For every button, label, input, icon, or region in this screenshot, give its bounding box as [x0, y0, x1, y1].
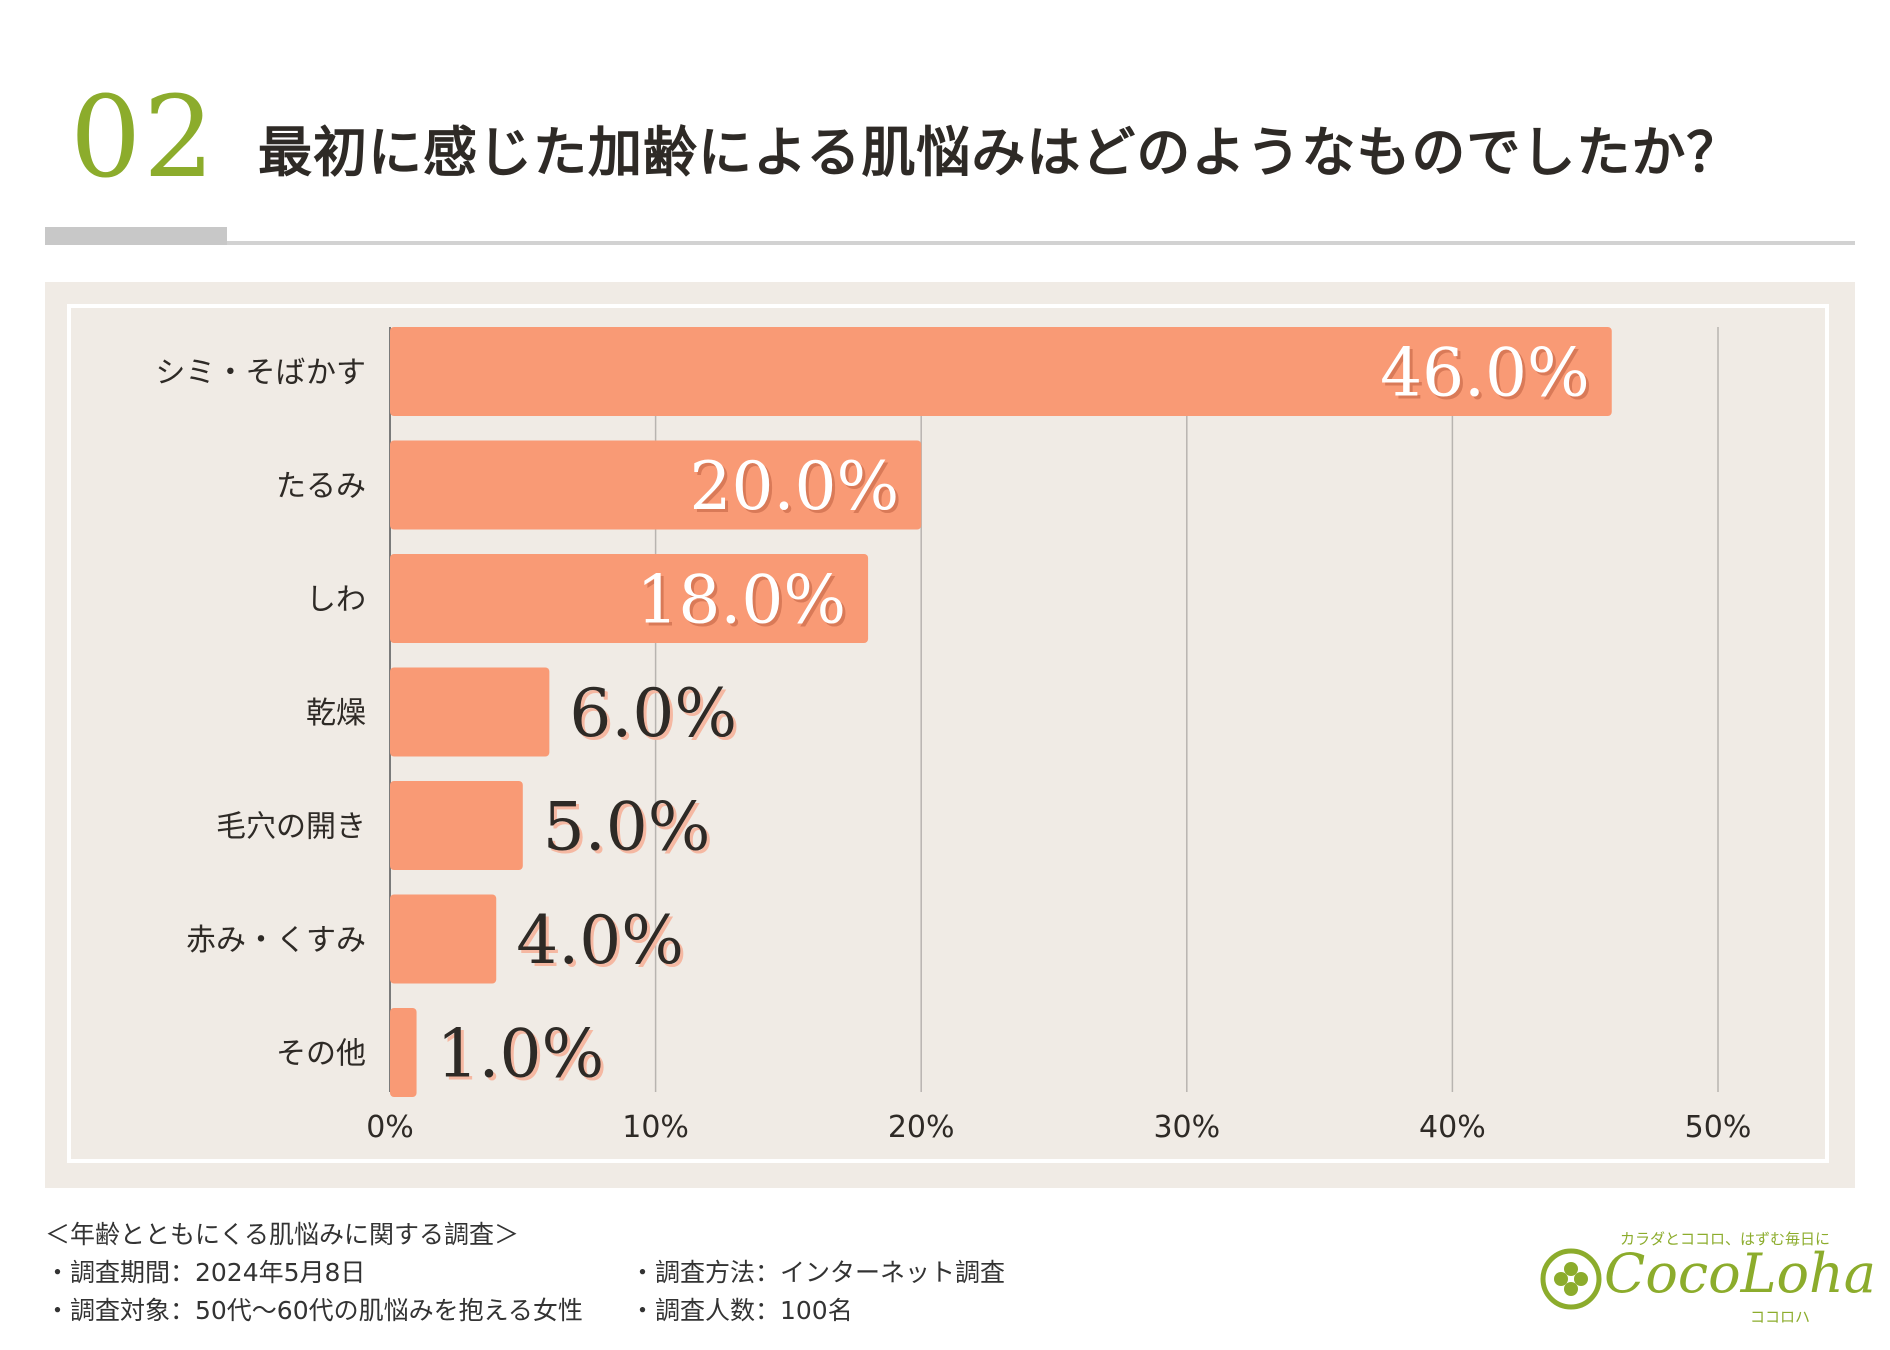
- bar: [390, 781, 523, 870]
- value-label-shadow: 46.0%: [1383, 338, 1593, 415]
- bar: [390, 327, 1612, 416]
- logo-tagline: カラダとココロ、はずむ毎日に: [1620, 1230, 1831, 1248]
- survey-info-right: ・調査方法：インターネット調査 ・調査人数：100名: [630, 1254, 1005, 1330]
- value-label-shadow: 5.0%: [546, 792, 714, 869]
- category-label: しわ: [306, 583, 366, 618]
- logo-wordmark: CocoLoha: [1604, 1242, 1876, 1305]
- survey-count: ・調査人数：100名: [630, 1296, 853, 1325]
- x-tick-label: 10%: [622, 1110, 689, 1145]
- value-label: 5.0%: [543, 789, 711, 866]
- x-tick-label: 50%: [1685, 1110, 1752, 1145]
- chart-panel: [45, 282, 1855, 1188]
- category-label: 赤み・くすみ: [186, 923, 366, 958]
- x-tick-label: 30%: [1153, 1110, 1220, 1145]
- category-label: たるみ: [276, 469, 366, 504]
- header-divider: [45, 241, 1855, 245]
- question-number: 02: [70, 73, 217, 203]
- value-label-shadow: 18.0%: [639, 565, 849, 642]
- survey-period: ・調査期間：2024年5月8日: [45, 1258, 366, 1287]
- x-tick-label: 40%: [1419, 1110, 1486, 1145]
- value-label: 18.0%: [636, 562, 846, 639]
- x-tick-label: 20%: [888, 1110, 955, 1145]
- survey-method: ・調査方法：インターネット調査: [630, 1258, 1006, 1287]
- bar: [390, 554, 869, 643]
- category-label: その他: [276, 1037, 366, 1072]
- value-label: 46.0%: [1380, 335, 1590, 412]
- value-label-shadow: 4.0%: [519, 905, 687, 982]
- value-label-shadow: 1.0%: [440, 1019, 608, 1096]
- value-label: 1.0%: [437, 1016, 605, 1093]
- x-tick-label: 0%: [366, 1110, 414, 1145]
- value-label: 4.0%: [516, 902, 684, 979]
- value-label: 20.0%: [690, 448, 900, 525]
- logo-kana: ココロハ: [1750, 1308, 1811, 1326]
- clover-icon: [1540, 1248, 1602, 1310]
- value-label-shadow: 20.0%: [693, 451, 903, 528]
- survey-target: ・調査対象：50代〜60代の肌悩みを抱える女性: [45, 1296, 583, 1325]
- chart-frame: [67, 304, 1829, 1163]
- bar: [390, 894, 497, 984]
- question-title: 最初に感じた加齢による肌悩みはどのようなものでしたか？: [258, 121, 1742, 184]
- value-label: 6.0%: [569, 675, 737, 752]
- brand-logo: カラダとココロ、はずむ毎日に CocoLoha ココロハ: [1540, 1228, 1876, 1328]
- value-label-shadow: 6.0%: [572, 678, 740, 755]
- category-label: 乾燥: [306, 696, 366, 731]
- survey-info: ＜年齢とともにくる肌悩みに関する調査＞ ・調査期間：2024年5月8日 ・調査対…: [45, 1216, 583, 1330]
- bar: [390, 667, 550, 757]
- bar: [390, 440, 922, 530]
- header-divider-accent: [45, 227, 227, 245]
- category-label: シミ・そばかす: [155, 356, 366, 391]
- survey-title: ＜年齢とともにくる肌悩みに関する調査＞: [45, 1220, 520, 1249]
- category-label: 毛穴の開き: [216, 810, 366, 845]
- bar: [390, 1008, 417, 1097]
